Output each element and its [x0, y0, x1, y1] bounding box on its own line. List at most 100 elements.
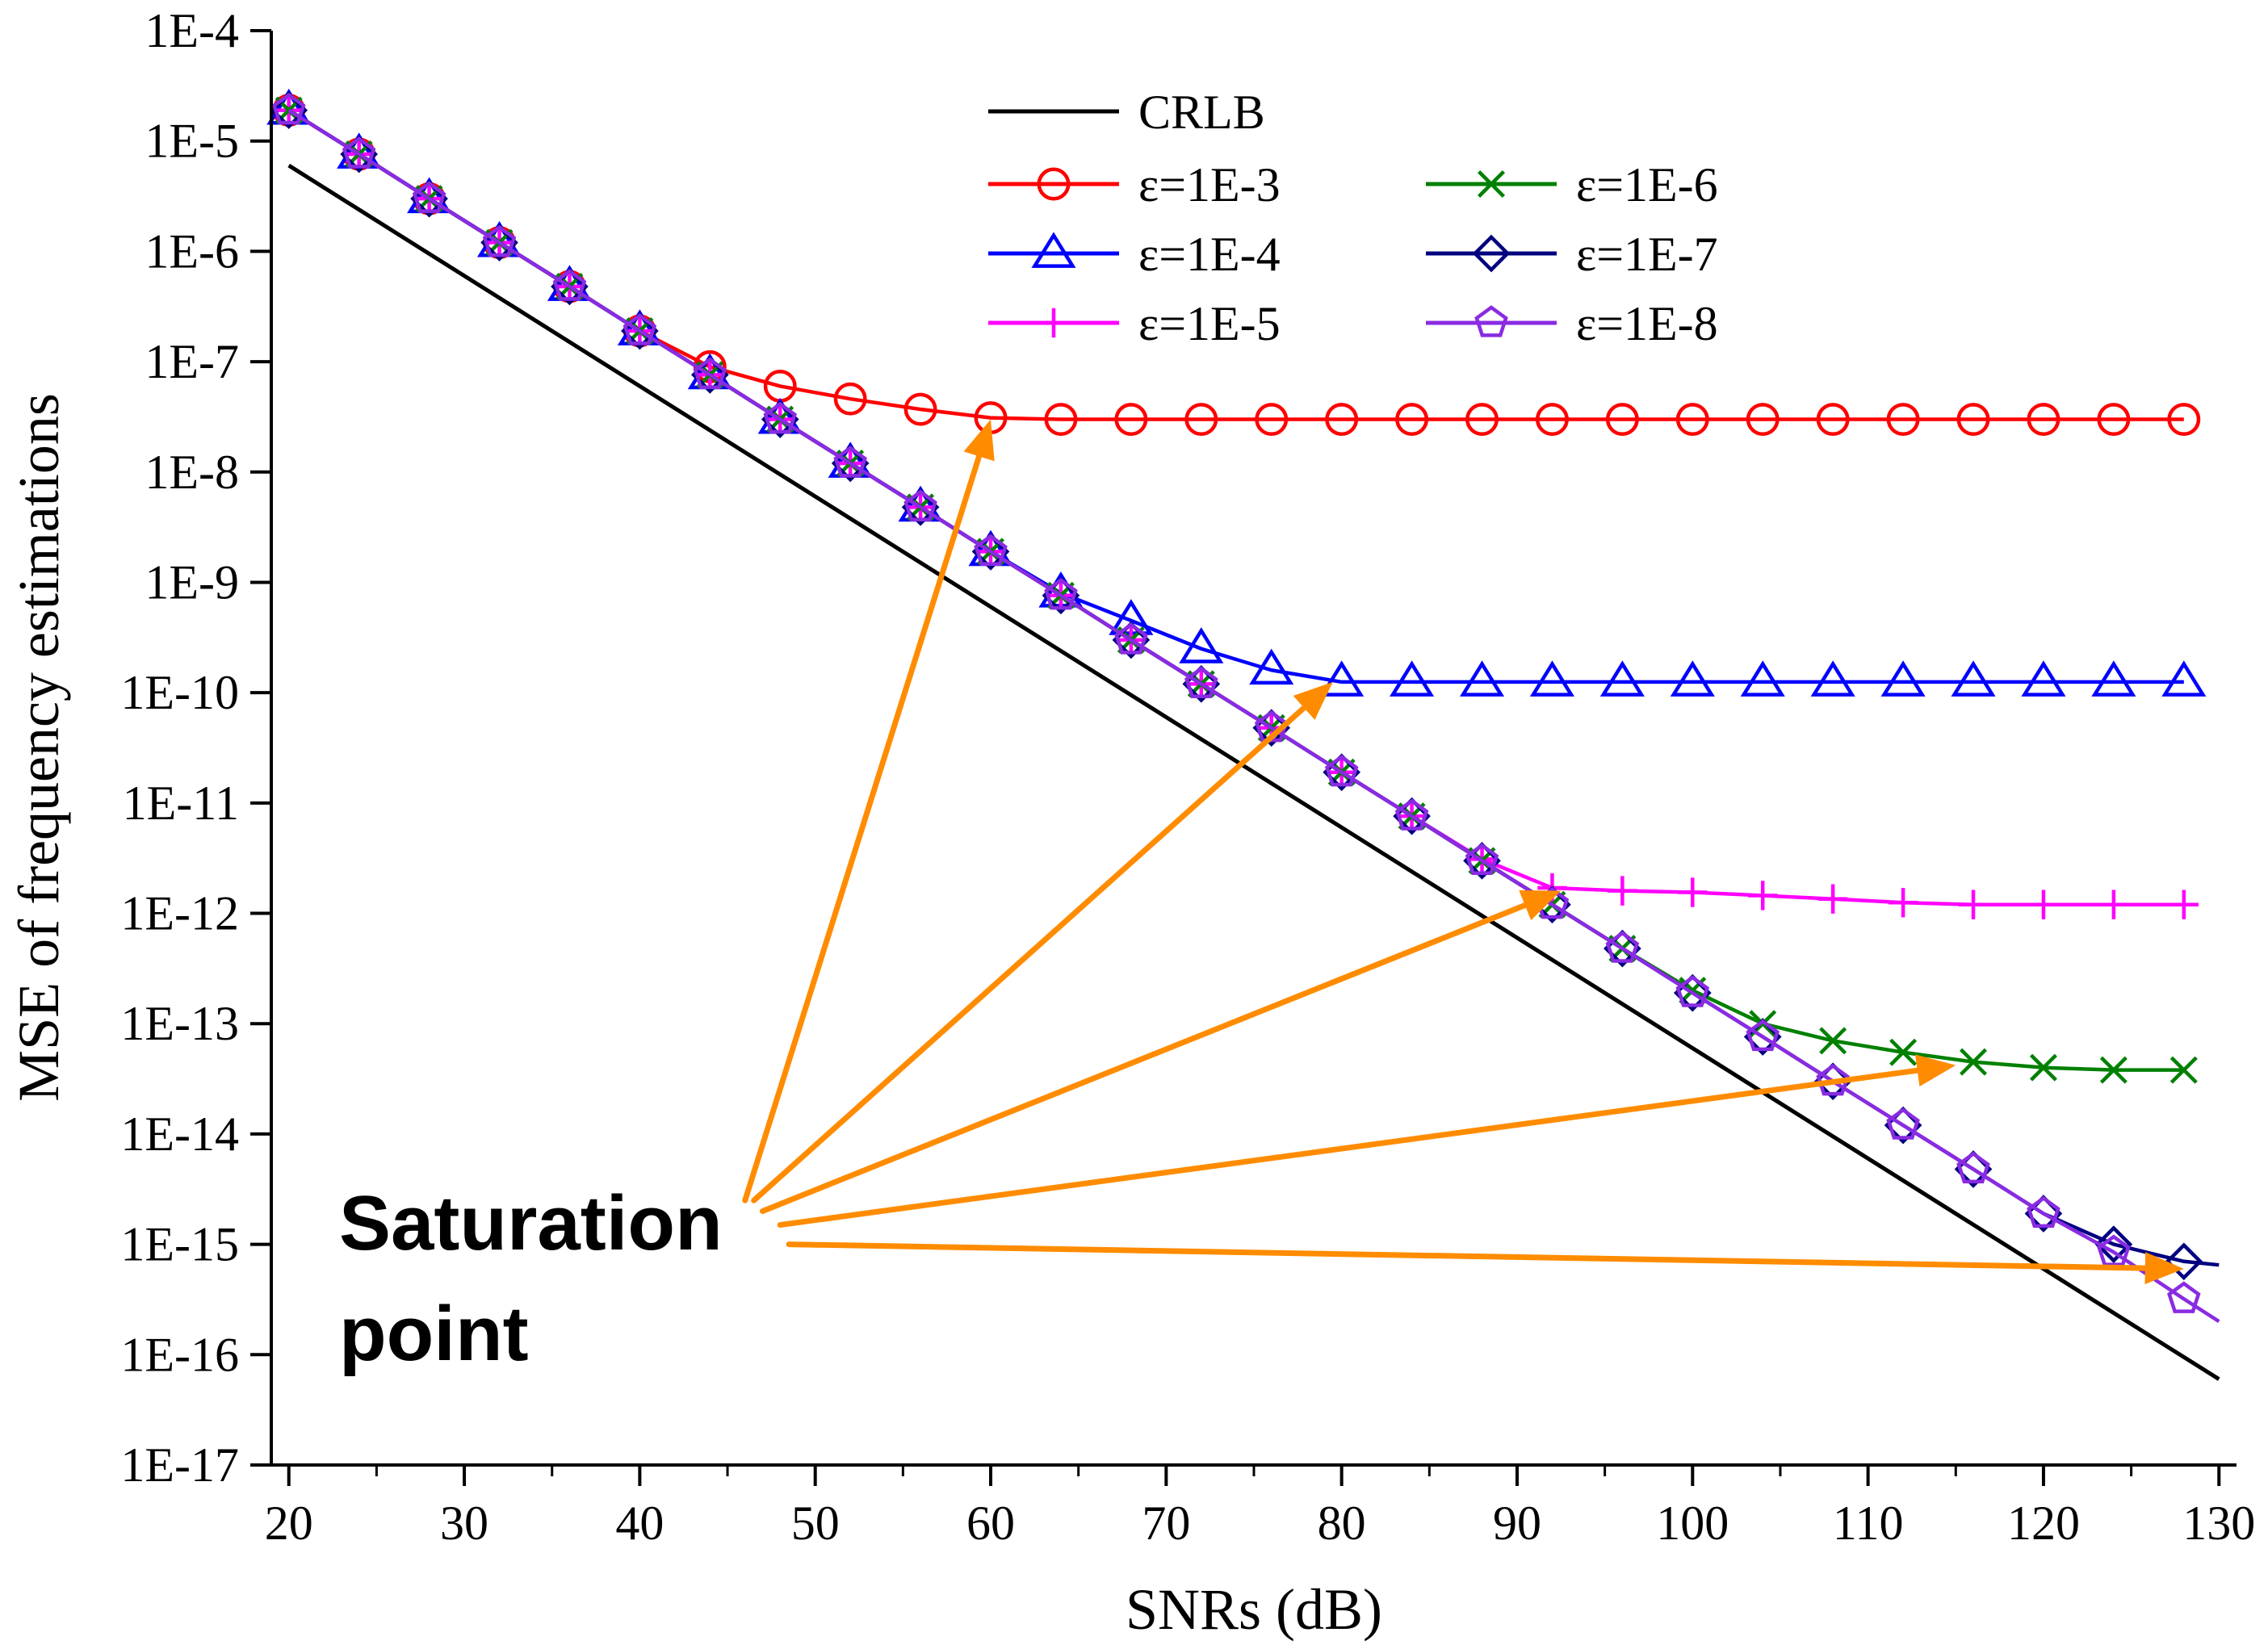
series-eps-1e-8	[271, 92, 2220, 1324]
arrow-head	[963, 419, 995, 462]
y-tick-label: 1E-13	[120, 997, 239, 1050]
legend-label: ε=1E-4	[1138, 228, 1281, 281]
data-point	[2091, 660, 2136, 697]
legend-entry: ε=1E-3	[988, 158, 1281, 211]
data-point	[2161, 660, 2207, 697]
y-tick-label: 1E-12	[120, 887, 239, 940]
x-tick-label: 20	[265, 1496, 313, 1550]
series-eps-1e-5	[274, 95, 2199, 919]
data-point	[1746, 1019, 1780, 1052]
data-point	[2167, 403, 2201, 437]
data-point	[2029, 1053, 2057, 1082]
data-point	[1044, 577, 1078, 610]
annotation-line-2: point	[339, 1291, 529, 1377]
data-point	[2165, 1242, 2203, 1281]
data-point	[1395, 403, 1429, 437]
legend-label: ε=1E-8	[1576, 297, 1718, 350]
data-point	[1886, 1107, 1920, 1140]
data-point	[1255, 403, 1289, 437]
x-tick-label: 40	[615, 1496, 664, 1550]
data-point	[1184, 666, 1218, 698]
data-point	[1816, 403, 1850, 437]
x-tick-label: 130	[2182, 1496, 2255, 1550]
data-point	[1888, 888, 1918, 918]
data-point	[1179, 627, 1224, 663]
data-point	[1886, 403, 1920, 437]
y-tick-label: 1E-15	[120, 1218, 239, 1271]
data-point	[2027, 403, 2060, 437]
data-point	[2169, 889, 2199, 919]
data-point	[1608, 876, 1637, 906]
data-point	[2027, 1195, 2060, 1229]
annotation-arrow	[786, 1241, 2184, 1285]
x-tick-label: 80	[1318, 1496, 1366, 1550]
data-point	[1740, 660, 1785, 697]
arrow-head	[1293, 681, 1333, 720]
data-point	[2097, 403, 2131, 437]
legend-label: ε=1E-6	[1576, 158, 1718, 211]
data-point	[1184, 403, 1218, 437]
data-point	[1810, 660, 1855, 697]
y-tick-label: 1E-14	[120, 1107, 239, 1161]
data-point	[1960, 1048, 1988, 1076]
data-point	[1889, 1038, 1918, 1066]
series-line	[287, 163, 2220, 1381]
data-point	[1956, 1151, 1990, 1184]
data-point	[1465, 403, 1499, 437]
data-point	[2098, 889, 2129, 919]
data-point	[1605, 403, 1639, 437]
data-point	[833, 382, 867, 416]
data-point	[1319, 660, 1365, 697]
data-point	[1249, 648, 1294, 685]
annotation-arrow	[751, 681, 1333, 1203]
y-tick-label: 1E-6	[145, 224, 239, 278]
legend-label: ε=1E-7	[1576, 228, 1718, 281]
annotation-line-1: Saturation	[339, 1180, 723, 1266]
x-tick-label: 100	[1656, 1496, 1729, 1550]
data-point	[1675, 975, 1710, 1007]
legend-entry: ε=1E-8	[1426, 297, 1718, 350]
data-point	[1958, 889, 1989, 919]
series-line	[287, 108, 2220, 1324]
data-point	[1678, 877, 1708, 907]
annotation-arrow	[760, 889, 1562, 1214]
data-point	[2021, 660, 2066, 697]
data-point	[1819, 1027, 1847, 1055]
y-tick-label: 1E-7	[145, 335, 239, 388]
arrow-shaft	[742, 453, 983, 1203]
data-point	[974, 534, 1008, 567]
annotation-arrow	[777, 1054, 1956, 1229]
ticks: 20 30 40 50 60 70 80 90 100 110 120 130 1E-17 1E-16 1E…	[120, 4, 2255, 1550]
data-point	[1529, 660, 1575, 697]
data-point	[1114, 403, 1148, 437]
data-point	[1675, 403, 1709, 437]
arrow-shaft	[786, 1241, 2149, 1271]
x-tick-label: 110	[1833, 1496, 1904, 1550]
legend-entry: ε=1E-7	[1426, 228, 1718, 281]
data-point	[2028, 889, 2059, 919]
annotation-arrow	[742, 419, 995, 1203]
legend-marker	[1472, 234, 1511, 273]
data-point	[1465, 843, 1499, 875]
legend-label: ε=1E-3	[1138, 158, 1281, 211]
data-point	[552, 269, 587, 301]
x-tick-label: 70	[1142, 1496, 1190, 1550]
x-tick-label: 30	[440, 1496, 488, 1550]
data-point	[693, 357, 727, 390]
legend-marker	[1478, 170, 1505, 198]
y-tick-label: 1E-9	[145, 555, 239, 609]
legend-marker	[1474, 305, 1508, 337]
data-point	[1746, 403, 1780, 437]
arrow-head	[2144, 1252, 2184, 1285]
data-point	[623, 313, 657, 345]
legend-entry: ε=1E-4	[988, 228, 1281, 281]
data-point	[903, 489, 937, 521]
y-tick-label: 1E-4	[145, 4, 239, 57]
y-tick-label: 1E-8	[145, 446, 239, 499]
data-point	[1816, 1063, 1850, 1096]
y-tick-label: 1E-16	[120, 1328, 239, 1381]
data-point	[763, 401, 797, 434]
data-point	[1605, 931, 1640, 963]
legend-entry: CRLB	[988, 86, 1265, 139]
